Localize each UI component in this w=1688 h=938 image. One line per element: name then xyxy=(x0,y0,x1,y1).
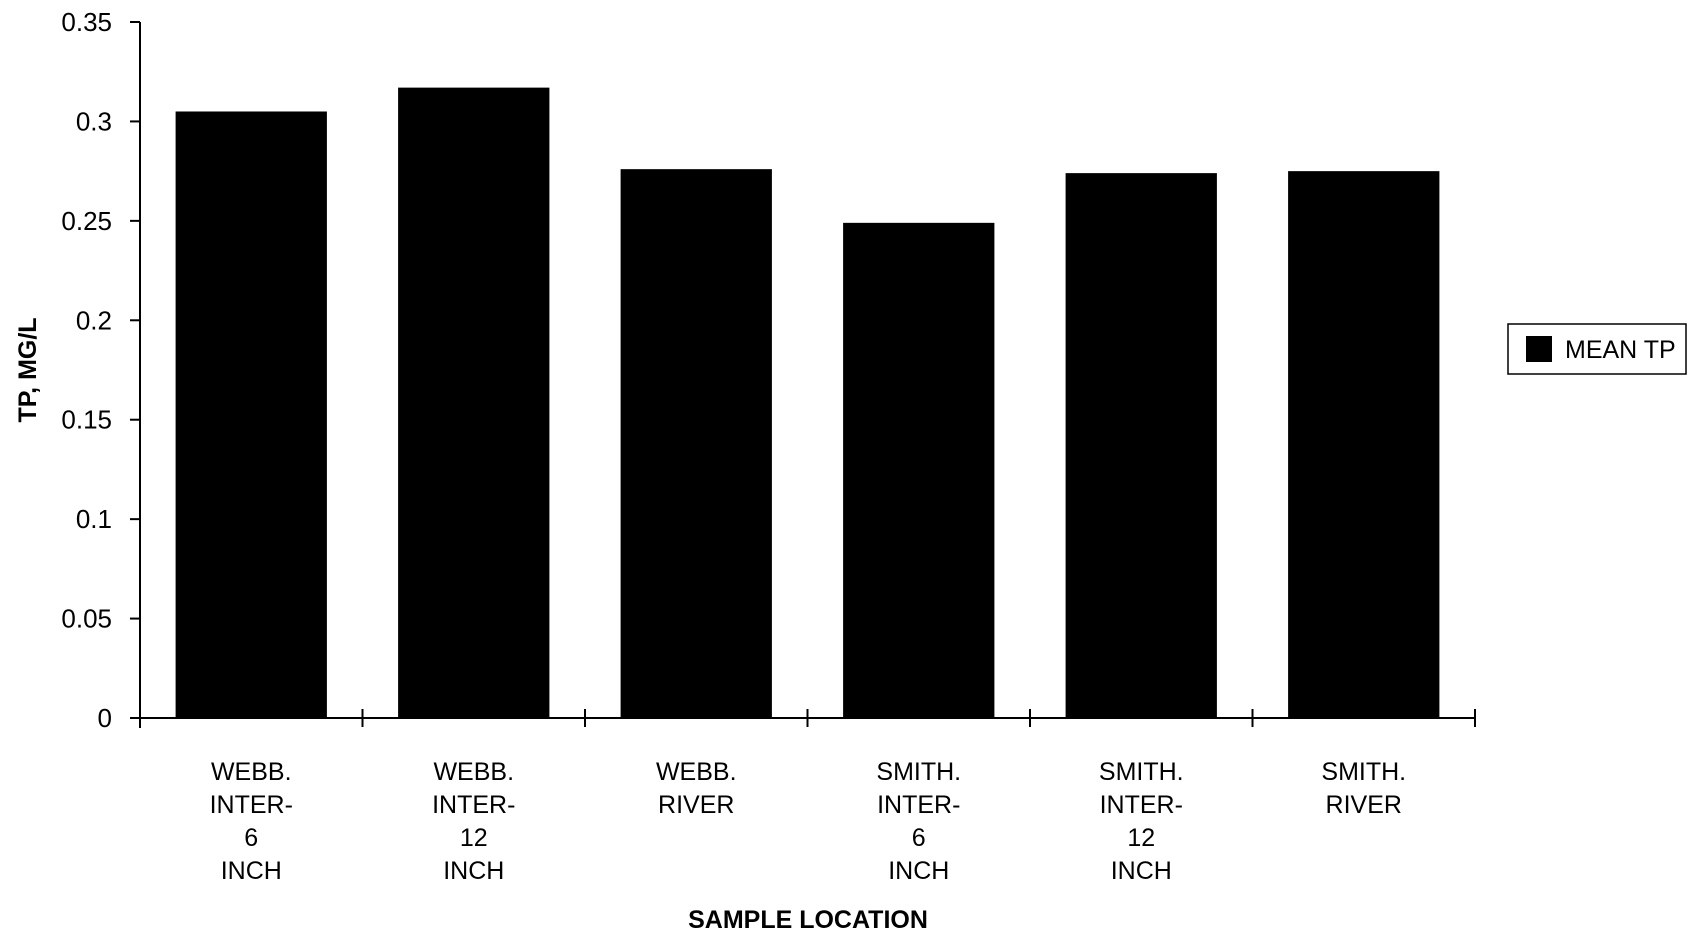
bar-1 xyxy=(175,111,327,718)
x-category-label-line: INCH xyxy=(443,857,504,885)
bar-2 xyxy=(398,87,550,718)
bars-layer xyxy=(175,87,1440,719)
x-category-label: WEBB. INTER- 6 INCH xyxy=(210,758,293,885)
x-category-label-line: INCH xyxy=(221,857,282,885)
x-category-label-line: 12 xyxy=(1127,824,1155,852)
x-category-label-line: WEBB. xyxy=(433,758,514,786)
bar-4 xyxy=(843,222,995,719)
x-category-label: SMITH. INTER- 6 INCH xyxy=(876,758,961,885)
y-tick-label: 0.2 xyxy=(76,305,112,335)
x-category-label: WEBB. INTER- 12 INCH xyxy=(432,758,515,885)
legend: MEAN TP xyxy=(1507,323,1687,375)
y-tick-label: 0.05 xyxy=(61,604,112,634)
y-tick-label: 0.25 xyxy=(61,206,112,236)
legend-swatch xyxy=(1526,336,1552,362)
y-axis-title: TP, MG/L xyxy=(14,317,42,422)
x-ticks xyxy=(139,709,1476,727)
axes-layer xyxy=(139,22,1475,728)
x-category-label: SMITH. INTER- 12 INCH xyxy=(1099,758,1184,885)
bar-3 xyxy=(620,169,772,718)
bar-5 xyxy=(1065,173,1217,719)
y-tick-label: 0.15 xyxy=(61,405,112,435)
x-category-label-line: WEBB. xyxy=(656,758,737,786)
x-category-label-line: INTER- xyxy=(877,791,960,819)
y-tick-label: 0.35 xyxy=(61,7,112,37)
x-category-label-line: INTER- xyxy=(210,791,293,819)
x-category-label-line: INCH xyxy=(888,857,949,885)
y-tick-label: 0 xyxy=(98,703,112,733)
x-category-label: SMITH. RIVER xyxy=(1321,758,1406,819)
y-tick-label: 0.3 xyxy=(76,106,112,136)
x-category-label-line: RIVER xyxy=(1326,791,1402,819)
x-category-label-line: 6 xyxy=(912,824,926,852)
x-category-label-line: 6 xyxy=(244,824,258,852)
x-category-labels: WEBB. INTER- 6 INCH WEBB. INTER- 12 INCH WEBB. RI… xyxy=(210,758,1407,885)
y-ticks: 0 0.05 0.1 0.15 0.2 0.25 0.3 0.35 xyxy=(61,7,140,733)
x-category-label-line: SMITH. xyxy=(1321,758,1406,786)
x-category-label-line: WEBB. xyxy=(211,758,292,786)
legend-label: MEAN TP xyxy=(1565,336,1676,364)
x-axis-title: SAMPLE LOCATION xyxy=(688,906,928,933)
x-category-label-line: RIVER xyxy=(658,791,734,819)
y-tick-label: 0.1 xyxy=(76,504,112,534)
x-category-label-line: 12 xyxy=(460,824,488,852)
x-category-label-line: INTER- xyxy=(432,791,515,819)
x-category-label: WEBB. RIVER xyxy=(656,758,737,819)
x-category-label-line: INCH xyxy=(1111,857,1172,885)
x-category-label-line: SMITH. xyxy=(876,758,961,786)
x-category-label-line: SMITH. xyxy=(1099,758,1184,786)
bar-6 xyxy=(1288,171,1440,719)
x-category-label-line: INTER- xyxy=(1100,791,1183,819)
